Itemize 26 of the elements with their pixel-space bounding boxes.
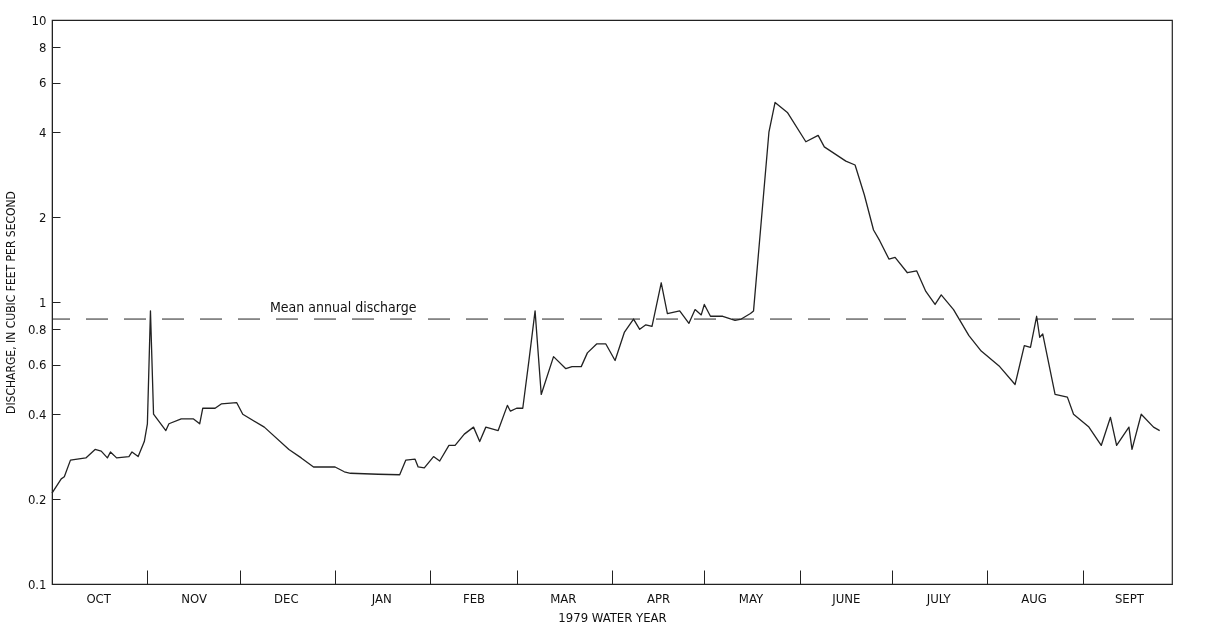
ref-line-label: Mean annual discharge — [269, 299, 417, 316]
y-tick-label: 0.4 — [27, 406, 47, 422]
y-tick-label: 0.1 — [27, 576, 47, 592]
x-tick-label: JUNE — [831, 590, 861, 606]
y-tick-label: 2 — [39, 209, 47, 225]
y-tick-label: 4 — [39, 124, 47, 140]
x-tick-label: MAR — [550, 590, 577, 606]
y-tick-label: 0.2 — [27, 491, 47, 507]
x-tick-label: FEB — [462, 590, 486, 606]
y-tick-label: 10 — [31, 12, 47, 28]
x-tick-label: MAY — [738, 590, 764, 606]
y-tick-label: 6 — [39, 75, 47, 91]
x-tick-label: DEC — [274, 590, 299, 606]
x-tick-label: JULY — [925, 590, 952, 606]
x-tick-label: OCT — [86, 590, 112, 606]
y-tick-label: 1 — [39, 294, 47, 310]
x-tick-label: APR — [647, 590, 671, 606]
x-tick-label: NOV — [181, 590, 207, 606]
y-tick-label: 0.6 — [27, 357, 47, 373]
y-axis-title: DISCHARGE, IN CUBIC FEET PER SECOND — [3, 191, 18, 414]
y-tick-label: 8 — [39, 39, 47, 55]
x-tick-label: SEPT — [1114, 590, 1145, 606]
y-tick-label: 0.8 — [27, 321, 47, 337]
x-axis-title: 1979 WATER YEAR — [558, 609, 667, 625]
x-tick-label: AUG — [1021, 590, 1047, 606]
x-tick-label: JAN — [370, 590, 392, 606]
